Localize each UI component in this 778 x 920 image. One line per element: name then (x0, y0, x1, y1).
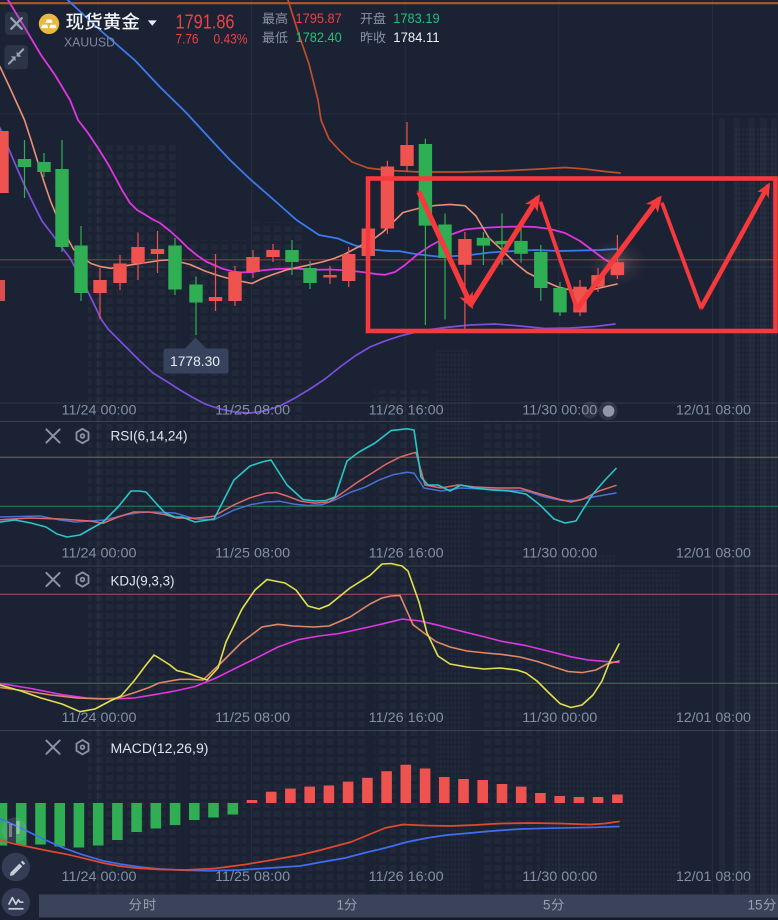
svg-text:11/25 08:00: 11/25 08:00 (215, 710, 290, 725)
svg-text:12/01 08:00: 12/01 08:00 (676, 546, 751, 561)
svg-text:1783.19: 1783.19 (393, 10, 439, 26)
svg-text:0.43%: 0.43% (214, 31, 248, 47)
svg-text:RSI(6,14,24): RSI(6,14,24) (111, 429, 188, 444)
svg-text:12/01 08:00: 12/01 08:00 (676, 710, 751, 725)
svg-text:11/25 08:00: 11/25 08:00 (215, 403, 290, 418)
svg-text:11/24 00:00: 11/24 00:00 (62, 869, 137, 884)
svg-text:1782.40: 1782.40 (296, 29, 342, 45)
svg-text:11/30 00:00: 11/30 00:00 (522, 710, 597, 725)
svg-text:1784.11: 1784.11 (393, 29, 439, 45)
svg-text:11/25 08:00: 11/25 08:00 (215, 546, 290, 561)
svg-text:1791.86: 1791.86 (176, 11, 235, 33)
svg-text:1795.87: 1795.87 (296, 10, 342, 26)
svg-text:11/30 00:00: 11/30 00:00 (522, 869, 597, 884)
svg-text:KDJ(9,3,3): KDJ(9,3,3) (111, 574, 175, 589)
svg-text:11/24 00:00: 11/24 00:00 (62, 403, 137, 418)
svg-text:11/24 00:00: 11/24 00:00 (62, 546, 137, 561)
svg-text:11/26 16:00: 11/26 16:00 (369, 546, 444, 561)
svg-text:1778.30: 1778.30 (170, 354, 220, 369)
svg-text:1: 1 (337, 898, 344, 913)
svg-text:11/26 16:00: 11/26 16:00 (369, 869, 444, 884)
svg-text:11/25 08:00: 11/25 08:00 (215, 869, 290, 884)
svg-text:5: 5 (543, 898, 550, 913)
svg-text:11/26 16:00: 11/26 16:00 (369, 710, 444, 725)
svg-text:XAUUSD: XAUUSD (64, 36, 115, 50)
svg-text:11/26 16:00: 11/26 16:00 (369, 403, 444, 418)
svg-text:12/01 08:00: 12/01 08:00 (676, 869, 751, 884)
svg-text:11/30 00:00: 11/30 00:00 (522, 403, 597, 418)
svg-text:7.76: 7.76 (176, 31, 199, 47)
svg-text:11/24 00:00: 11/24 00:00 (62, 710, 137, 725)
svg-text:12/01 08:00: 12/01 08:00 (676, 403, 751, 418)
svg-text:15: 15 (748, 898, 763, 913)
svg-text:MACD(12,26,9): MACD(12,26,9) (111, 741, 209, 756)
svg-text:11/30 00:00: 11/30 00:00 (522, 546, 597, 561)
